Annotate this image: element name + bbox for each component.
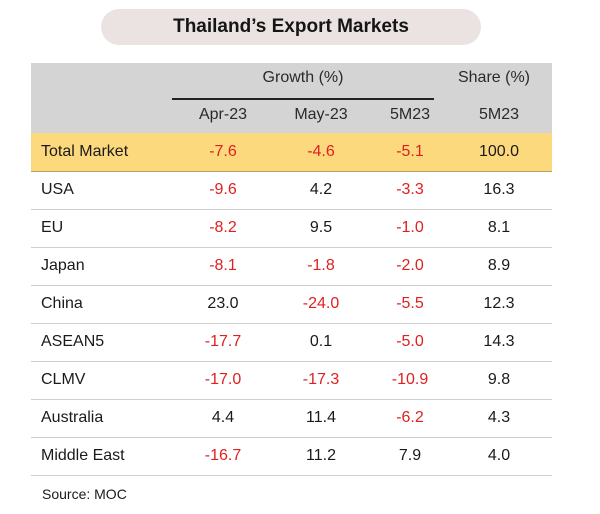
share-5m-value: 16.3 xyxy=(483,181,515,198)
row-label: Middle East xyxy=(41,447,125,464)
apr-value: -17.0 xyxy=(204,371,242,388)
share-5m-value: 9.8 xyxy=(487,371,511,388)
apr-value: -7.6 xyxy=(209,143,237,160)
growth-5m-value: -5.1 xyxy=(396,143,424,160)
may-value: -24.0 xyxy=(302,295,340,312)
share-5m-value: 12.3 xyxy=(483,295,515,312)
col-5m-share-header: 5M23 xyxy=(478,106,520,123)
share-5m-value: 8.9 xyxy=(487,257,511,274)
apr-value: -8.2 xyxy=(209,219,237,236)
table-row: Japan -8.1 -1.8 -2.0 8.9 xyxy=(31,247,552,286)
table-row: ASEAN5 -17.7 0.1 -5.0 14.3 xyxy=(31,323,552,362)
may-value: -17.3 xyxy=(302,371,340,388)
may-value: 11.2 xyxy=(306,447,336,464)
table-row: Australia 4.4 11.4 -6.2 4.3 xyxy=(31,399,552,438)
row-label: ASEAN5 xyxy=(41,333,105,350)
may-value: 4.2 xyxy=(309,181,333,198)
col-apr-header: Apr-23 xyxy=(198,106,248,123)
row-label: EU xyxy=(41,219,64,236)
growth-5m-value: -3.3 xyxy=(396,181,424,198)
growth-5m-value: -1.0 xyxy=(396,219,424,236)
apr-value: -17.7 xyxy=(204,333,242,350)
row-label: Japan xyxy=(41,257,85,274)
growth-5m-value: -10.9 xyxy=(391,371,429,388)
table-row: EU -8.2 9.5 -1.0 8.1 xyxy=(31,209,552,248)
growth-5m-value: -2.0 xyxy=(396,257,424,274)
may-value: 11.4 xyxy=(306,409,336,426)
growth-5m-value: -5.0 xyxy=(396,333,424,350)
apr-value: 4.4 xyxy=(211,409,235,426)
col-may-header: May-23 xyxy=(294,106,348,123)
may-value: -4.6 xyxy=(307,143,335,160)
row-label: Total Market xyxy=(41,143,129,160)
row-label: Australia xyxy=(41,409,104,426)
share-5m-value: 14.3 xyxy=(483,333,515,350)
growth-group-underline xyxy=(172,98,434,100)
may-value: 9.5 xyxy=(309,219,333,236)
table-row: CLMV -17.0 -17.3 -10.9 9.8 xyxy=(31,361,552,400)
table-row: USA -9.6 4.2 -3.3 16.3 xyxy=(31,171,552,210)
may-value: 0.1 xyxy=(309,333,333,350)
apr-value: -8.1 xyxy=(209,257,237,274)
share-group-header: Share (%) xyxy=(457,69,531,86)
row-label: CLMV xyxy=(41,371,86,388)
table-row: Middle East -16.7 11.2 7.9 4.0 xyxy=(31,437,552,476)
source-note: Source: MOC xyxy=(42,486,127,502)
total-row: Total Market -7.6 -4.6 -5.1 100.0 xyxy=(31,133,552,172)
share-5m-value: 8.1 xyxy=(487,219,511,236)
growth-5m-value: 7.9 xyxy=(398,447,422,464)
page-title: Thailand’s Export Markets xyxy=(101,9,481,45)
share-5m-value: 4.0 xyxy=(487,447,511,464)
apr-value: 23.0 xyxy=(207,295,239,312)
row-label: China xyxy=(41,295,83,312)
share-5m-value: 100.0 xyxy=(478,143,520,160)
apr-value: -9.6 xyxy=(209,181,237,198)
may-value: -1.8 xyxy=(307,257,335,274)
growth-group-header: Growth (%) xyxy=(262,69,344,86)
share-5m-value: 4.3 xyxy=(487,409,511,426)
growth-5m-value: -6.2 xyxy=(396,409,424,426)
growth-5m-value: -5.5 xyxy=(396,295,424,312)
col-5m-growth-header: 5M23 xyxy=(389,106,431,123)
apr-value: -16.7 xyxy=(204,447,242,464)
row-label: USA xyxy=(41,181,74,198)
table-row: China 23.0 -24.0 -5.5 12.3 xyxy=(31,285,552,324)
